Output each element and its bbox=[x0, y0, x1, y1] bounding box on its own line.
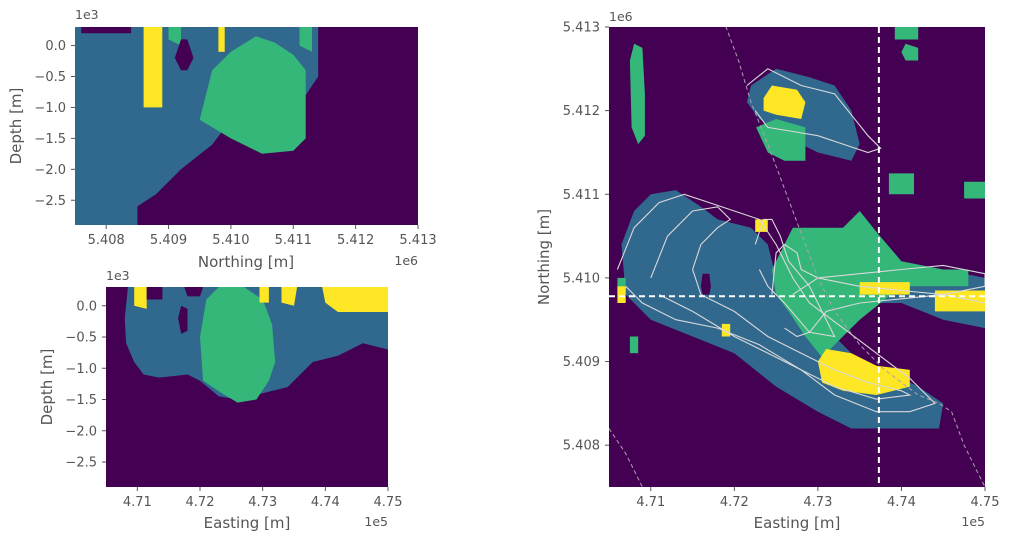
easting-section-panel: 4.71 4.72 4.73 4.74 4.75 0.0 −0.5 −1.0 −1.5 −2.0… bbox=[38, 268, 402, 532]
section_easting-y-tick-label: −2.0 bbox=[65, 424, 97, 439]
plan-view-fault-trace-0 bbox=[725, 27, 985, 487]
plan_view-region-unit_b-6 bbox=[894, 27, 919, 40]
section_easting-y-tick-label: 0.0 bbox=[76, 299, 97, 314]
section_northing-x-tick-label: 5.409 bbox=[150, 233, 187, 248]
plan_view-region-unit_c-19 bbox=[617, 286, 626, 303]
section_easting-y-tick-label: −2.5 bbox=[65, 456, 97, 471]
plan-view-y-axis-label: Northing [m] bbox=[535, 209, 553, 305]
section_easting-region-unit_c-3 bbox=[259, 287, 269, 303]
section_easting-region-unit_c-4 bbox=[281, 287, 298, 306]
section_northing-region-unit_b-1 bbox=[199, 36, 306, 154]
section_northing-region-background-6 bbox=[174, 39, 194, 71]
section_northing-y-tick-label: −1.5 bbox=[34, 132, 66, 147]
plan_view-y-tick-label: 5.411 bbox=[563, 188, 600, 203]
plan-view-x-multiplier: 1e5 bbox=[961, 514, 985, 529]
plan-view-contour-2 bbox=[746, 68, 882, 154]
plan-view-contour-1 bbox=[650, 206, 912, 400]
easting-section-y-ticks: 0.0 −0.5 −1.0 −1.5 −2.0 −2.5 bbox=[65, 299, 106, 471]
section_easting-region-background-8 bbox=[184, 287, 204, 297]
section_northing-region-unit_b-2 bbox=[299, 27, 312, 52]
easting-section-y-axis-label: Depth [m] bbox=[38, 349, 56, 426]
section_easting-x-tick-label: 4.71 bbox=[123, 495, 152, 510]
section_easting-x-tick-label: 4.75 bbox=[374, 495, 403, 510]
plan_view-region-unit_b-11 bbox=[629, 336, 639, 354]
section_northing-x-tick-label: 5.412 bbox=[337, 233, 374, 248]
easting-section-y-multiplier: 1e3 bbox=[106, 268, 130, 283]
plan-view-regions bbox=[617, 27, 985, 429]
easting-section-regions bbox=[124, 287, 388, 403]
section_easting-region-unit_c-2 bbox=[134, 287, 147, 309]
easting-section-x-multiplier: 1e5 bbox=[364, 514, 388, 529]
northing-section-regions bbox=[75, 27, 319, 225]
section_easting-region-background-6 bbox=[178, 305, 188, 334]
northing-section-x-ticks: 5.408 5.409 5.410 5.411 5.412 5.413 bbox=[88, 225, 437, 248]
section_northing-region-unit_c-5 bbox=[218, 27, 225, 52]
plan_view-region-unit_c-14 bbox=[817, 349, 910, 395]
northing-section-y-ticks: 0.0 −0.5 −1.0 −1.5 −2.0 −2.5 bbox=[34, 39, 75, 209]
plan_view-x-tick-label: 4.71 bbox=[636, 495, 665, 510]
section_northing-x-tick-label: 5.411 bbox=[275, 233, 312, 248]
northing-section-x-multiplier: 1e6 bbox=[394, 253, 418, 268]
section_northing-x-tick-label: 5.413 bbox=[399, 233, 436, 248]
plan_view-region-unit_c-13 bbox=[763, 85, 806, 119]
plan-view-contour-0 bbox=[616, 193, 936, 413]
plan-view-y-multiplier: 1e6 bbox=[609, 9, 633, 24]
plan-view-contour-4 bbox=[771, 243, 985, 338]
section_northing-y-tick-label: −0.5 bbox=[34, 70, 66, 85]
section_easting-y-tick-label: −0.5 bbox=[65, 331, 97, 346]
section_easting-y-tick-label: −1.0 bbox=[65, 362, 97, 377]
section_easting-region-unit_b-1 bbox=[200, 287, 276, 403]
northing-section-y-multiplier: 1e3 bbox=[75, 7, 99, 22]
section_northing-x-tick-label: 5.408 bbox=[88, 233, 125, 248]
plan_view-region-unit_b-8 bbox=[888, 173, 914, 195]
section_easting-x-tick-label: 4.73 bbox=[248, 495, 277, 510]
section_northing-region-unit_c-4 bbox=[143, 27, 163, 108]
section_northing-region-unit_b-3 bbox=[168, 27, 181, 46]
section_easting-region-unit_c-5 bbox=[322, 287, 388, 312]
plan_view-region-unit_b-7 bbox=[901, 43, 919, 61]
plan-view-contour-3 bbox=[754, 218, 836, 338]
plan_view-region-unit_b-9 bbox=[964, 181, 985, 199]
easting-section-x-ticks: 4.71 4.72 4.73 4.74 4.75 bbox=[123, 487, 403, 510]
section_easting-region-background-7 bbox=[146, 287, 163, 300]
section_northing-y-tick-label: −2.0 bbox=[34, 163, 66, 178]
plan_view-y-tick-label: 5.409 bbox=[563, 355, 600, 370]
northing-section-x-axis-label: Northing [m] bbox=[198, 253, 294, 271]
section_northing-y-tick-label: −2.5 bbox=[34, 194, 66, 209]
northing-section-y-axis-label: Depth [m] bbox=[7, 88, 25, 165]
northing-section-panel: 5.408 5.409 5.410 5.411 5.412 5.413 0.0 −0.5 −1… bbox=[7, 7, 437, 271]
plan_view-y-tick-label: 5.408 bbox=[563, 439, 600, 454]
plan-view-fault-traces bbox=[609, 27, 985, 487]
plan_view-y-tick-label: 5.410 bbox=[563, 271, 600, 286]
plan_view-x-tick-label: 4.73 bbox=[803, 495, 832, 510]
plan-view-x-ticks: 4.71 4.72 4.73 4.74 4.75 bbox=[636, 487, 999, 510]
plan-view-crosshair bbox=[609, 27, 985, 487]
plan-view-x-axis-label: Easting [m] bbox=[754, 514, 841, 532]
plan_view-x-tick-label: 4.72 bbox=[720, 495, 749, 510]
section_easting-y-tick-label: −1.5 bbox=[65, 393, 97, 408]
plan-view-panel: 4.71 4.72 4.73 4.74 4.75 5.408 5.409 5.410 5.41… bbox=[535, 9, 999, 532]
section_easting-x-tick-label: 4.72 bbox=[186, 495, 215, 510]
plan-view-contours bbox=[616, 68, 985, 413]
section_northing-x-tick-label: 5.410 bbox=[212, 233, 249, 248]
plan-view-y-ticks: 5.408 5.409 5.410 5.411 5.412 5.413 bbox=[563, 21, 609, 454]
section_northing-y-tick-label: 0.0 bbox=[45, 39, 66, 54]
plan_view-y-tick-label: 5.412 bbox=[563, 104, 600, 119]
plan-view-fault-trace-1 bbox=[609, 428, 643, 487]
plan_view-y-tick-label: 5.413 bbox=[563, 21, 600, 36]
plan_view-region-background-20 bbox=[700, 273, 711, 295]
plan_view-x-tick-label: 4.75 bbox=[971, 495, 1000, 510]
easting-section-x-axis-label: Easting [m] bbox=[204, 514, 291, 532]
plan_view-x-tick-label: 4.74 bbox=[887, 495, 916, 510]
section_easting-x-tick-label: 4.74 bbox=[311, 495, 340, 510]
plan_view-region-unit_b-5 bbox=[629, 43, 645, 145]
section_northing-region-background-7 bbox=[81, 27, 132, 34]
section_northing-y-tick-label: −1.0 bbox=[34, 101, 66, 116]
plan_view-region-unit_b-4 bbox=[756, 119, 806, 161]
